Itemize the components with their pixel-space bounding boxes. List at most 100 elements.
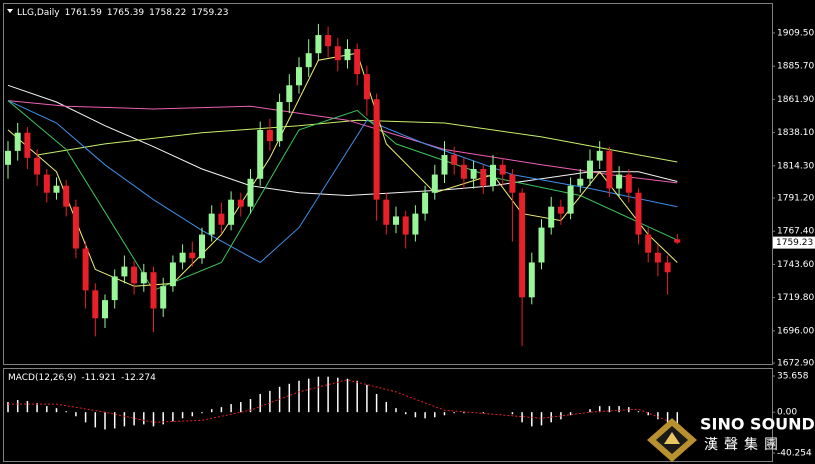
price-tag-label: 1759.23 [776,238,813,248]
candle-body [645,234,652,253]
logo-icon-mark [664,432,680,444]
candle-body [422,192,429,214]
macd-main: -11.921 [81,373,116,383]
candle-body [111,276,118,301]
price-tag [773,236,815,249]
candle-body [431,174,438,193]
candle-body [121,266,128,277]
candle-body [179,252,186,263]
candle-body [538,227,545,263]
candle-body [334,46,341,61]
candle-body [325,35,332,47]
candle-body [587,160,593,179]
last-low: 1758.22 [149,8,186,18]
candle-body [412,213,419,235]
candle-body [208,213,215,235]
candle-body [577,178,584,186]
candle-body [82,248,89,291]
candle-body [460,164,467,179]
y-tick-label: 1861.90 [777,95,814,105]
moving-average [7,84,678,197]
candle-body [616,174,623,189]
candle-body [548,206,555,228]
candle-body [189,252,196,259]
candle-body [131,266,138,284]
candle-body [383,199,390,225]
y-tick-label: 1909.50 [777,28,814,38]
logo: SINO SOUND 漢聲集團 [647,415,815,462]
candle-body [499,164,506,175]
candle-body [150,272,157,309]
candle-body [509,174,516,193]
candle-body [490,164,496,186]
candle-body [169,262,176,287]
y-tick-label: -40.254 [777,449,812,459]
candle-body [354,49,361,75]
candle-body [480,168,487,186]
y-tick-label: 1885.70 [777,62,814,72]
logo-chinese: 漢聲集團 [704,436,784,453]
logo-name: SINO SOUND [700,415,815,434]
y-tick-label: 1696.00 [777,326,814,336]
y-tick-label: 1791.20 [777,194,814,204]
candle-body [305,53,312,68]
candle-body [72,206,79,249]
candle-body [276,102,283,142]
candle-body [102,300,108,319]
y-tick-label: 1672.90 [777,359,814,369]
candle-body [393,216,399,225]
menu-arrow[interactable] [7,9,13,13]
candle-body [315,35,322,54]
candle-body [218,213,225,225]
candle-body [654,252,661,263]
candle-body [674,239,681,243]
candle-body [606,150,613,189]
moving-average [7,100,678,264]
candle-body [286,85,293,103]
candle-body [257,129,264,179]
candle-body [160,286,167,309]
candle-body [247,178,254,207]
candle-body [596,150,603,161]
candle-body [344,49,351,61]
candle-body [567,185,574,214]
candle-body [625,174,632,193]
last-high: 1765.39 [107,8,144,18]
last-open: 1761.59 [65,8,102,18]
candle-body [5,150,11,165]
candle-body [53,185,60,193]
y-tick-label: 1767.40 [777,227,814,237]
symbol: LLG,Daily [17,8,60,18]
macd-frame [3,368,773,462]
candle-body [373,99,380,200]
candle-body [228,199,235,225]
candle-body [441,155,448,175]
y-tick-label: 35.658 [777,372,809,382]
y-tick-label: 1838.10 [777,128,814,138]
candle-body [470,168,477,179]
y-tick-label: 1743.60 [777,260,814,270]
candle-body [43,174,50,193]
macd-signal: -12.274 [121,373,156,383]
moving-average [7,100,678,292]
macd-header: MACD(12,26,9) -11.921 -12.274 [8,373,156,383]
candle-body [92,290,99,319]
price-header: LLG,Daily 1761.59 1765.39 1758.22 1759.23 [17,8,229,18]
candle-body [557,206,564,214]
candle-body [635,192,642,235]
candle-body [402,216,409,235]
candle-body [34,157,41,175]
last-close: 1759.23 [191,8,228,18]
candle-body [237,199,244,207]
candle-body [519,192,526,298]
moving-average [7,100,678,184]
moving-average [37,119,678,163]
candle-body [14,132,21,151]
candle-body [140,272,147,284]
candle-body [451,155,458,165]
y-tick-label: 0.00 [777,408,797,418]
signal-line [8,379,678,426]
candle-body [664,262,671,273]
candle-body [296,67,302,86]
